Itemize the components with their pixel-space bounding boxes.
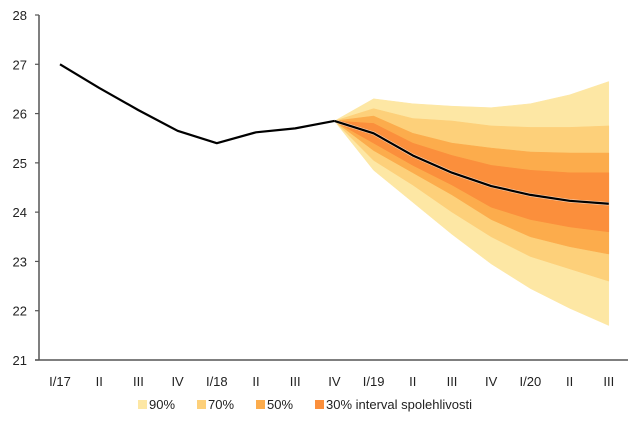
y-tick-label: 28 [13,8,27,23]
x-tick-label: II [96,374,103,389]
x-tick-label: II [566,374,573,389]
y-tick-label: 25 [13,156,27,171]
forecast-line [334,119,609,205]
legend-swatch-50 [256,400,265,409]
y-tick-label: 21 [13,353,27,368]
legend-item-90: 90% [138,397,175,412]
legend-item-70: 70% [197,397,234,412]
legend-label-30: 30% interval spolehlivosti [326,397,472,412]
x-tick-label: II [252,374,259,389]
axes [35,15,628,361]
x-tick-label: I/18 [206,374,228,389]
x-tick-label: IV [328,374,341,389]
x-tick-label: I/17 [49,374,71,389]
y-tick-label: 27 [13,57,27,72]
x-tick-label: II [409,374,416,389]
legend-swatch-30 [315,400,324,409]
x-axis-ticks: I/17 II III IV I/18 II III IV I/19 II III IV I/20 II I… [49,374,614,389]
x-tick-label: III [603,374,614,389]
x-tick-label: IV [485,374,498,389]
legend-swatch-70 [197,400,206,409]
y-axis-ticks: 21 22 23 24 25 26 27 28 [13,8,39,368]
y-tick-label: 22 [13,304,27,319]
legend-item-50: 50% [256,397,293,412]
y-tick-label: 26 [13,107,27,122]
x-tick-label: I/19 [363,374,385,389]
y-tick-label: 24 [13,205,27,220]
x-tick-label: III [133,374,144,389]
x-tick-label: IV [171,374,184,389]
series-lines [59,63,609,206]
x-tick-label: III [290,374,301,389]
y-tick-label: 23 [13,254,27,269]
legend-swatch-90 [138,400,147,409]
x-tick-label: III [447,374,458,389]
confidence-bands [333,81,610,326]
legend: 90% 70% 50% 30% interval spolehlivosti [0,397,640,417]
legend-label-50: 50% [267,397,294,412]
x-tick-label: I/20 [520,374,542,389]
history-line [59,63,335,145]
legend-label-70: 70% [208,397,235,412]
legend-label-90: 90% [149,397,176,412]
legend-item-30: 30% interval spolehlivosti [315,397,472,412]
